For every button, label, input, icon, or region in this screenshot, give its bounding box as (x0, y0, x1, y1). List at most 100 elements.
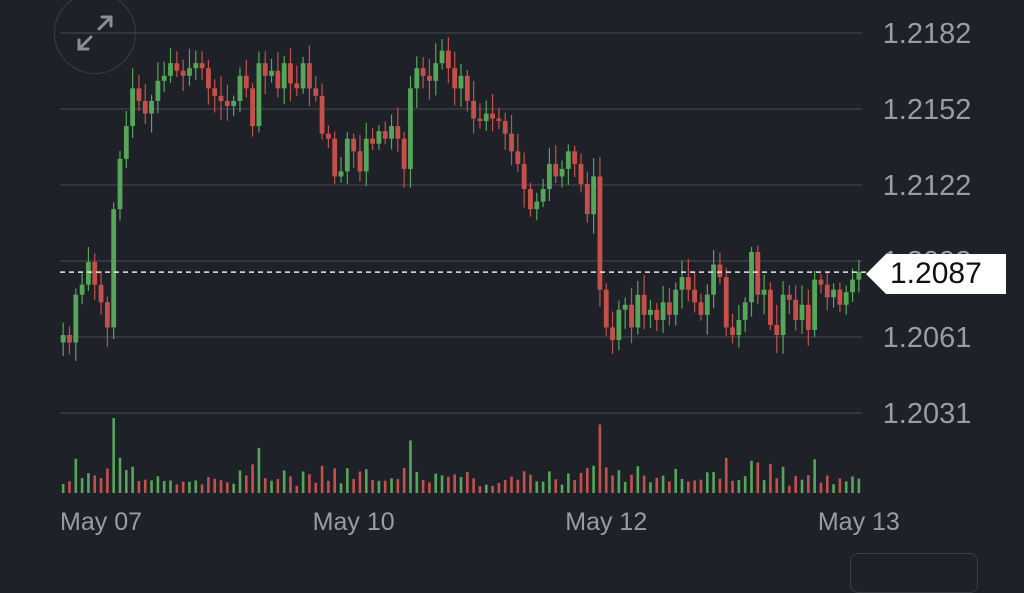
volume-bar (497, 483, 501, 493)
candle (698, 293, 704, 321)
candle (464, 69, 470, 112)
bottom-right-control[interactable] (850, 553, 978, 593)
candle (749, 246, 754, 317)
volume-bar (175, 484, 179, 493)
candle (755, 245, 761, 305)
volume-bar (213, 478, 217, 493)
volume-bar (668, 481, 671, 493)
volume-bar (137, 480, 141, 493)
x-tick-label: May 13 (818, 508, 900, 536)
candle (275, 52, 281, 98)
candle (477, 103, 483, 129)
volume-bar (156, 476, 160, 493)
candles (60, 37, 862, 361)
volume-bar (712, 472, 715, 493)
volume-bar (371, 480, 374, 493)
volume-bar (289, 476, 292, 493)
volume-bar (295, 485, 299, 493)
candle (553, 145, 559, 184)
candle (565, 144, 571, 185)
volume-bar (74, 458, 78, 493)
candle (370, 128, 375, 150)
candle (351, 133, 357, 168)
candle (92, 253, 98, 300)
candle (433, 43, 439, 96)
volume-bar (339, 483, 343, 493)
candle (843, 285, 849, 315)
candle (79, 273, 85, 305)
volume-bar (402, 467, 406, 493)
volume-bar (554, 479, 558, 493)
volume-bar (314, 482, 318, 493)
volume-bar (472, 478, 475, 493)
y-tick-label: 1.2031 (883, 398, 972, 430)
volume-bar (257, 447, 261, 493)
volume-bar (352, 478, 355, 493)
candle (717, 252, 723, 285)
x-tick-label: May 10 (313, 508, 395, 536)
volume-bar (383, 480, 387, 493)
volume-bar (169, 480, 172, 493)
volume-bar (491, 485, 494, 493)
volume-bar (788, 485, 791, 493)
volume-bar (794, 475, 797, 493)
volume-bar (743, 476, 747, 493)
candle (452, 51, 458, 106)
current-price-tag: 1.2087 (866, 254, 1006, 294)
candle (363, 122, 369, 187)
volume-bar (680, 478, 684, 493)
volume-bar (263, 478, 267, 493)
volume-bar (346, 468, 349, 493)
volume-bar (813, 459, 816, 493)
expand-button[interactable] (54, 0, 136, 74)
candle (243, 59, 249, 98)
volume-bar (636, 466, 640, 493)
candle (660, 286, 666, 333)
volume-bar (661, 475, 665, 493)
candle (86, 247, 91, 291)
volume-bar (851, 476, 854, 493)
candle (117, 150, 123, 221)
volume-bar (516, 479, 520, 493)
volume-bar (642, 475, 646, 493)
candle (654, 302, 660, 331)
volume-bar (775, 478, 779, 493)
candle (603, 283, 609, 336)
candle (496, 107, 502, 129)
candle (104, 296, 110, 347)
candle (591, 158, 597, 234)
volume-bar (112, 418, 115, 493)
volume-bar (592, 465, 595, 493)
candle (509, 114, 514, 166)
candle (547, 147, 552, 201)
volume-bar (131, 466, 134, 493)
candle (685, 259, 691, 302)
gridlines (60, 32, 862, 414)
volume-bar (548, 471, 551, 493)
volume-bar (560, 484, 564, 493)
volume-bar (535, 481, 539, 493)
candle (420, 56, 426, 89)
candle (742, 297, 748, 333)
volume-bar (832, 484, 835, 493)
y-tick-label: 1.2122 (883, 170, 972, 202)
volume-bar (333, 468, 337, 493)
candle (761, 274, 767, 315)
volume-bar (478, 486, 482, 493)
candle (307, 45, 312, 107)
candle (155, 62, 161, 114)
volume-bar (655, 477, 659, 493)
volume-bar (598, 424, 602, 493)
volume-bar (529, 474, 532, 493)
volume-bar (440, 475, 444, 493)
volume-bar (415, 471, 419, 493)
volume-bar (756, 462, 760, 493)
expand-arrows-icon (77, 15, 113, 51)
candle (812, 270, 818, 337)
volume-bar (573, 480, 576, 493)
candle (641, 275, 647, 330)
candle (483, 100, 489, 131)
candle (168, 48, 173, 83)
